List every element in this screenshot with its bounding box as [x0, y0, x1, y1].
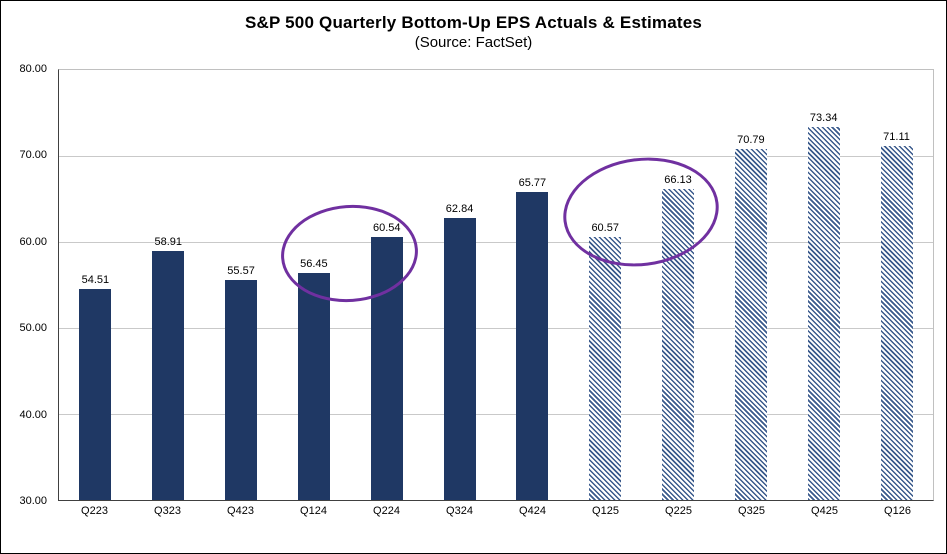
bar-q224: [370, 237, 403, 500]
bar-q225: [662, 189, 695, 500]
bar-q425: [807, 127, 840, 500]
x-axis-label-q124: Q124: [300, 505, 327, 517]
bar-slot-q323: 58.91: [132, 70, 205, 500]
gridline: [59, 156, 933, 157]
gridline: [59, 414, 933, 415]
chart-title: S&P 500 Quarterly Bottom-Up EPS Actuals …: [244, 13, 703, 32]
bar-q324: [443, 217, 476, 500]
x-axis-label-q223: Q223: [81, 505, 108, 517]
bar-q223: [79, 289, 112, 500]
x-axis-label-q325: Q325: [738, 505, 765, 517]
bar-q126: [880, 146, 913, 500]
y-tick-label: 80.00: [19, 63, 47, 75]
y-tick-label: 60.00: [19, 235, 47, 248]
x-axis-label-q425: Q425: [811, 505, 838, 517]
bar-value-label-q223: 54.51: [81, 274, 110, 287]
bar-slot-q424: 65.77: [496, 70, 569, 500]
bar-q124: [297, 272, 330, 500]
bar-q424: [516, 192, 549, 500]
bar-value-label-q125: 60.57: [591, 222, 619, 235]
bar-value-label-q324: 62.84: [445, 202, 474, 215]
bar-slot-q224: 60.54: [350, 70, 423, 500]
plot-area: 54.51 58.91 55.57 56.45 60.54 62.84 65.77 60.57…: [58, 69, 934, 501]
x-axis-label-q224: Q224: [373, 505, 400, 517]
x-axis: Q223 Q323 Q423 Q124 Q224 Q324 Q424 Q125 Q225 Q325…: [58, 505, 934, 517]
bar-slot-q425: 73.34: [787, 70, 860, 500]
x-axis-label-q424: Q424: [519, 505, 546, 517]
bar-value-label-q423: 55.57: [227, 265, 255, 278]
bar-value-label-q424: 65.77: [518, 177, 547, 190]
gridline: [59, 328, 933, 329]
bar-value-label-q323: 58.91: [154, 236, 182, 249]
chart-subtitle: (Source: FactSet): [414, 34, 533, 51]
bar-value-label-q224: 60.54: [372, 222, 401, 235]
x-axis-label-q324: Q324: [446, 505, 473, 517]
x-axis-label-q423: Q423: [227, 505, 254, 517]
bar-value-label-q425: 73.34: [809, 112, 838, 125]
y-tick-label: 70.00: [19, 149, 47, 162]
bar-value-label-q126: 71.11: [883, 131, 910, 144]
x-axis-label-q126: Q126: [884, 505, 911, 517]
bar-q125: [589, 237, 622, 500]
bar-q423: [225, 280, 258, 500]
x-axis-label-q323: Q323: [154, 505, 181, 517]
bar-slot-q423: 55.57: [205, 70, 278, 500]
bar-value-label-q225: 66.13: [664, 174, 692, 187]
y-tick-label: 40.00: [19, 408, 47, 421]
bar-slot-q325: 70.79: [714, 70, 787, 500]
bar-slot-q124: 56.45: [277, 70, 350, 500]
bar-q325: [734, 149, 767, 500]
bar-value-label-q325: 70.79: [737, 134, 765, 147]
y-axis: 80.00 70.00 60.00 50.00 40.00 30.00: [1, 63, 53, 507]
bar-slot-q125: 60.57: [569, 70, 642, 500]
bar-value-label-q124: 56.45: [300, 257, 328, 270]
y-tick-label: 30.00: [19, 495, 47, 507]
bar-slot-q223: 54.51: [59, 70, 132, 500]
bar-slot-q324: 62.84: [423, 70, 496, 500]
y-tick-label: 50.00: [19, 322, 47, 335]
bar-slot-q225: 66.13: [642, 70, 715, 500]
bar-slot-q126: 71.11: [860, 70, 933, 500]
gridline: [59, 242, 933, 243]
x-axis-label-q225: Q225: [665, 505, 692, 517]
bar-q323: [152, 251, 185, 500]
bars-container: 54.51 58.91 55.57 56.45 60.54 62.84 65.77 60.57…: [59, 70, 933, 500]
x-axis-label-q125: Q125: [592, 505, 619, 517]
